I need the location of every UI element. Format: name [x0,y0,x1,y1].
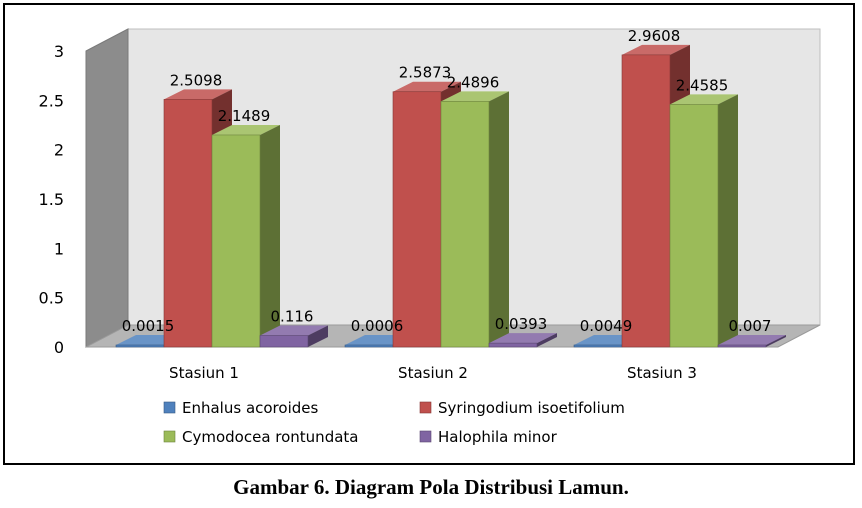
bar-top [260,325,328,336]
data-label: 2.1489 [218,107,271,125]
figure-caption: Gambar 6. Diagram Pola Distribusi Lamun. [233,475,629,499]
legend-label: Syringodium isoetifolium [438,399,625,417]
data-label: 0.0393 [495,315,548,333]
x-tick-label: Stasiun 3 [627,364,697,382]
bar [573,344,623,348]
bar [115,344,165,348]
legend-swatch [163,430,176,443]
legend-label: Enhalus acoroides [182,399,318,417]
bar-side [260,124,280,348]
legend-swatch [419,430,432,443]
data-label: 2.5873 [399,64,452,82]
bar-side [718,94,738,347]
data-label: 2.9608 [628,27,681,45]
data-label: 0.0049 [580,317,633,335]
data-label: 0.116 [271,308,314,326]
bar-side [766,335,786,347]
bar-top [164,89,232,100]
bar-top [441,91,509,102]
legend-swatch [163,401,176,414]
bar [440,101,490,348]
bar [259,335,309,348]
y-tick-label: 1 [54,239,64,258]
bar [621,54,671,348]
data-label: 2.4896 [447,73,500,91]
bar-top [393,81,461,92]
data-label: 2.4585 [676,76,729,94]
bar [717,344,767,348]
y-tick-label: 2 [54,141,64,160]
bar [392,91,442,348]
y-tick-label: 3 [54,42,64,61]
bar-top [622,44,690,55]
y-tick-label: 0 [54,338,64,357]
bar-top [212,124,280,135]
bar [163,99,213,348]
bar-top [670,94,738,105]
chart: 0 0.5 1 1.5 2 2.5 3 0.0015 2.5098 2.1489 0.116 Stas… [39,27,821,446]
data-label: 0.0006 [351,317,404,335]
legend-label: Halophila minor [438,428,558,446]
bar [344,344,394,348]
bar-top [718,335,786,345]
legend-label: Cymodocea rontundata [182,428,358,446]
side-wall [85,28,129,348]
bar [211,134,261,348]
data-label: 2.5098 [170,71,223,89]
x-tick-label: Stasiun 2 [398,364,468,382]
bar-side [308,325,328,347]
x-tick-label: Stasiun 1 [169,364,239,382]
bar [488,342,538,348]
data-label: 0.0015 [122,317,175,335]
bar-side [489,91,509,347]
y-tick-label: 1.5 [39,190,64,209]
data-label: 0.007 [729,317,772,335]
bar [669,104,719,348]
bar-top [489,333,557,344]
bar-side [537,333,557,347]
y-tick-label: 0.5 [39,289,64,308]
y-tick-label: 2.5 [39,91,64,110]
legend-swatch [419,401,432,414]
